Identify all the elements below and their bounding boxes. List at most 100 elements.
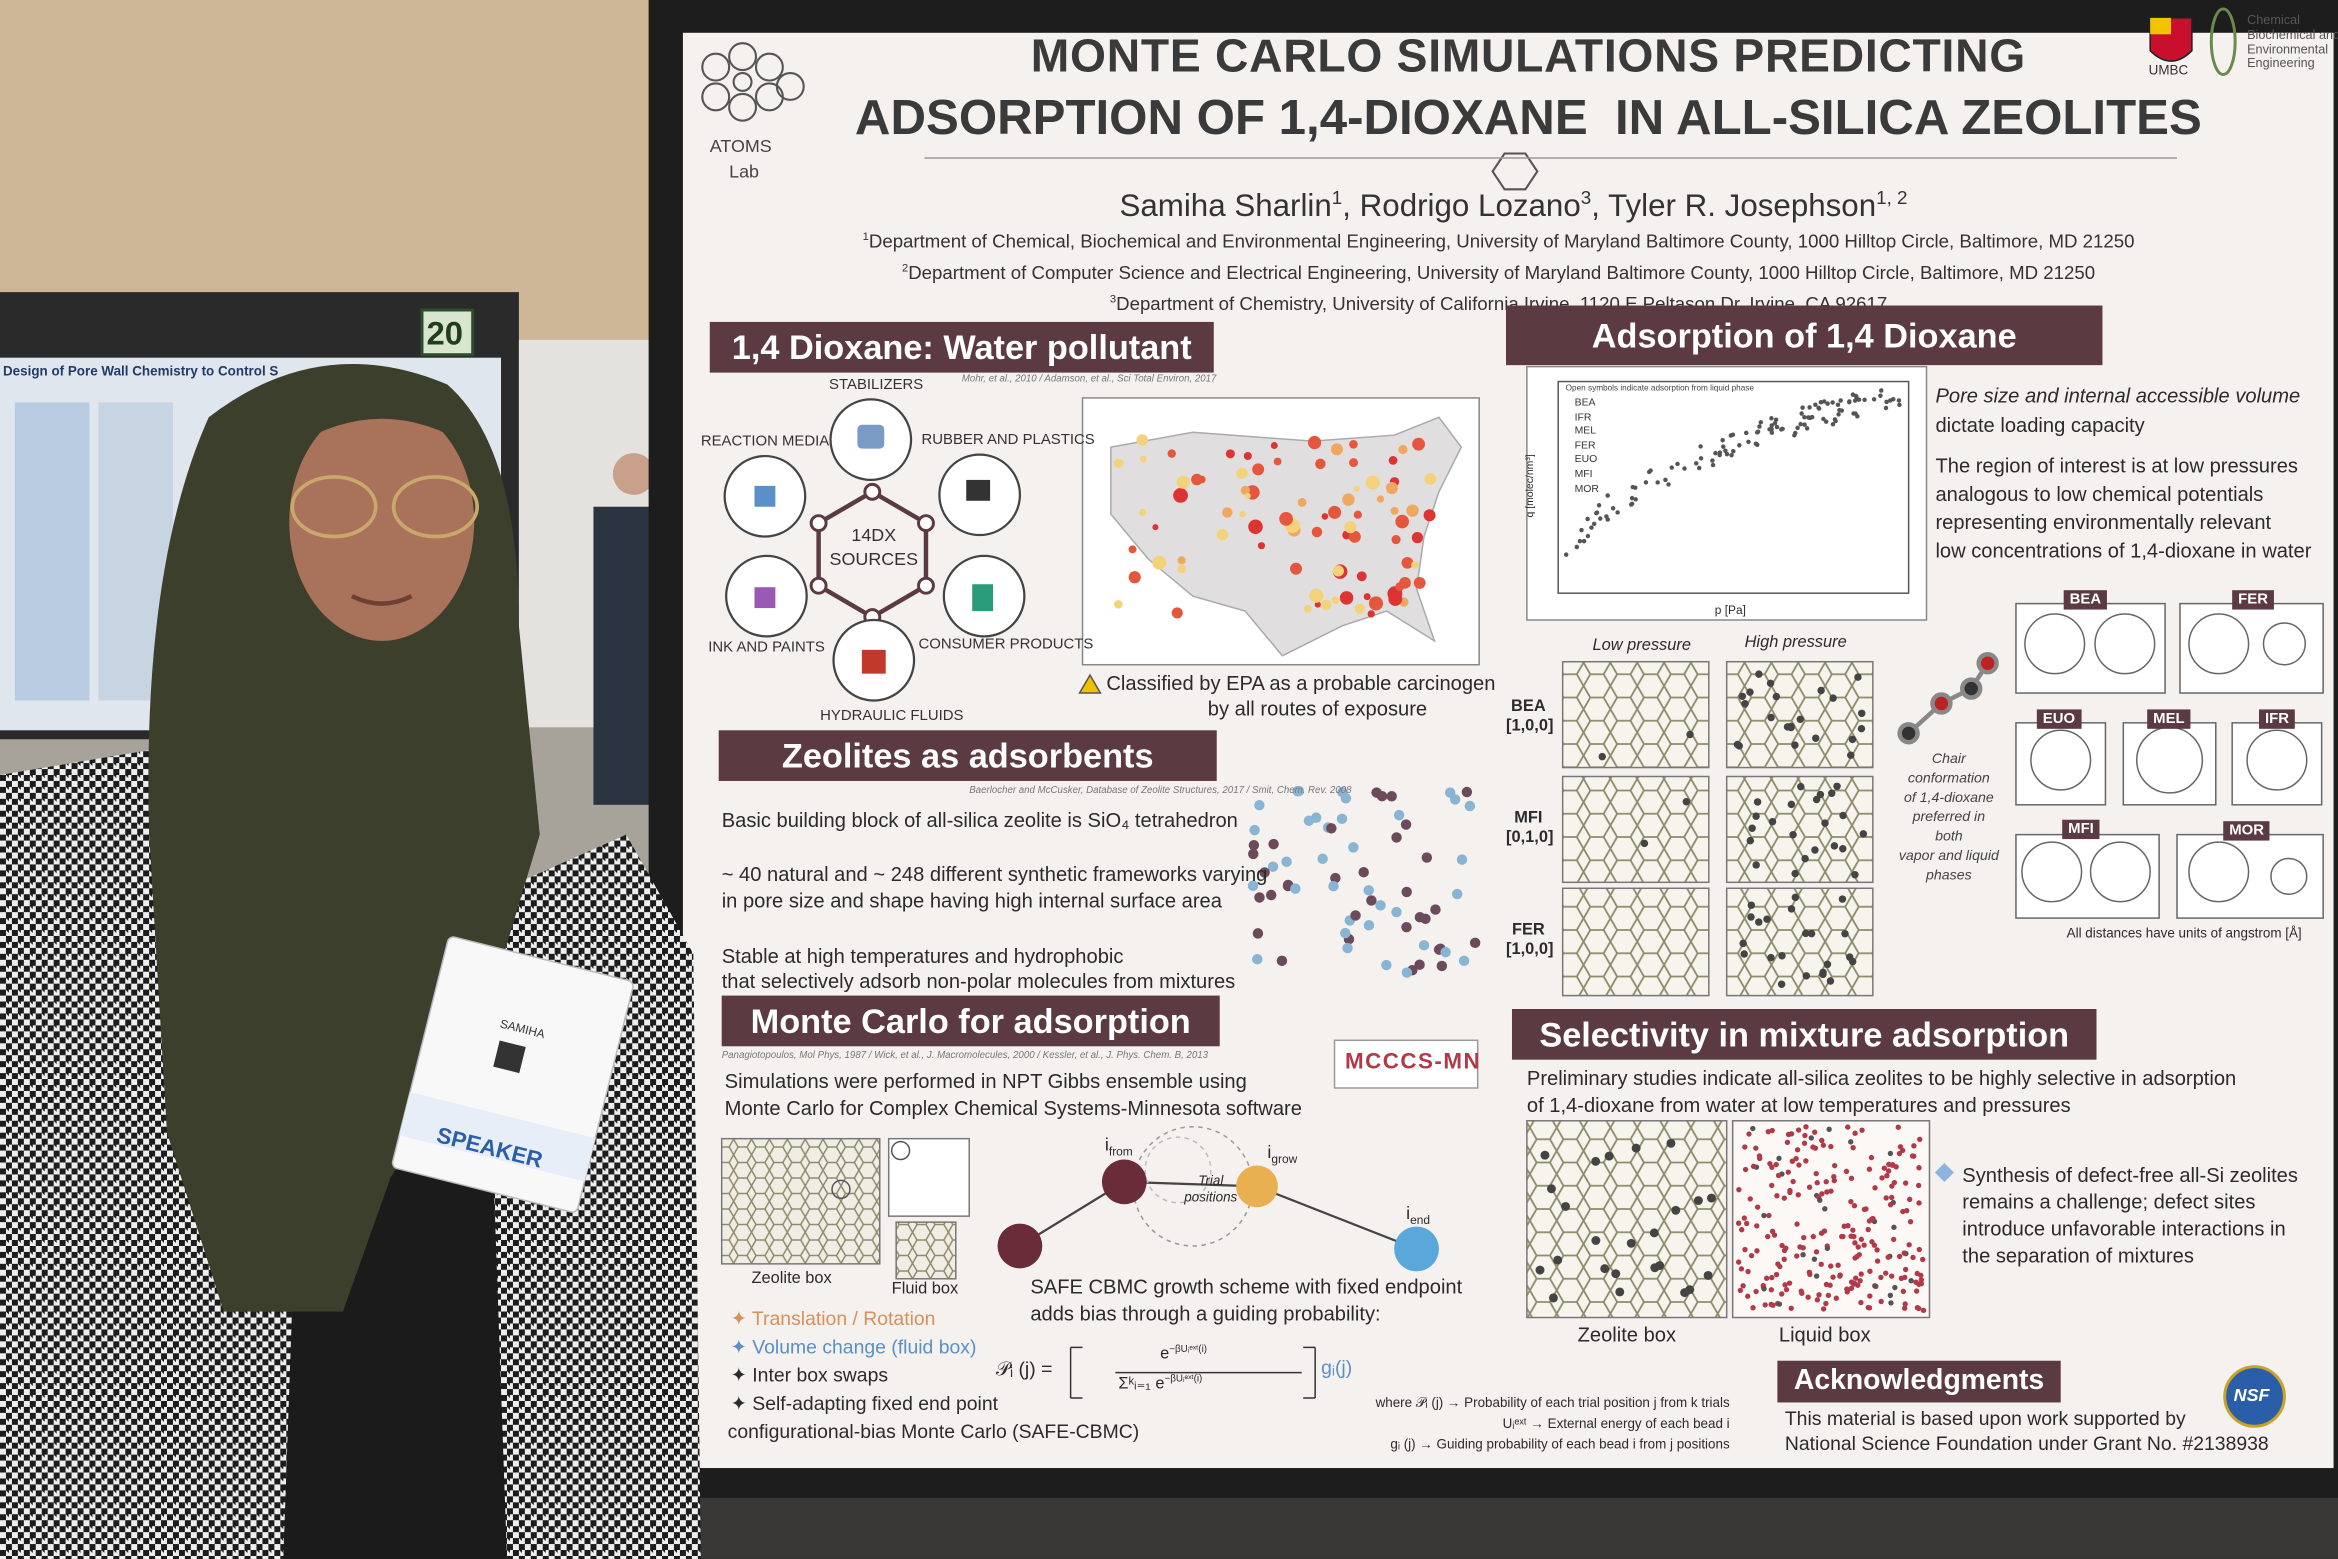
zeolite-molecule <box>1591 1236 1601 1245</box>
zeolite-box-snapshot <box>1526 1120 1728 1319</box>
zeolite-molecule <box>1591 1156 1601 1166</box>
adsorbed-molecule <box>1816 790 1825 799</box>
body-text: adds bias through a guiding probability: <box>1030 1302 1381 1325</box>
node-subscript: end <box>1410 1213 1431 1228</box>
affiliation-mark: 3 <box>1109 292 1117 306</box>
plot-dot <box>1884 399 1889 405</box>
move-item: ✦ Inter box swaps <box>730 1363 889 1387</box>
liquid-molecule <box>1742 1246 1748 1253</box>
map-dot <box>1356 571 1367 582</box>
move-item: ✦ Volume change (fluid box) <box>730 1335 977 1358</box>
body-text: Pore size and internal accessible volume <box>1935 384 2301 407</box>
plot-dot <box>1774 424 1780 430</box>
map-dot <box>1136 434 1148 446</box>
adsorbed-molecule <box>1686 730 1694 739</box>
map-dot <box>1344 521 1357 534</box>
map-dots <box>1113 434 1437 619</box>
body-text: in pore size and shape having high inter… <box>721 889 1222 913</box>
adsorbed-molecule <box>1740 950 1748 958</box>
text-line: introduce unfavorable interactions in <box>1962 1217 2286 1241</box>
liquid-molecule <box>1784 1139 1791 1146</box>
liquid-molecule <box>1918 1272 1924 1278</box>
liquid-molecule <box>1767 1160 1773 1167</box>
plot-dot <box>1581 538 1587 544</box>
map-dot <box>1128 545 1137 554</box>
liquid-molecule <box>1906 1196 1913 1203</box>
map-dot <box>1290 562 1302 575</box>
text-line: Chair <box>1931 751 1966 768</box>
liquid-molecule <box>1737 1287 1744 1294</box>
zeolite-atom <box>1375 900 1386 911</box>
liquid-molecule <box>1817 1197 1823 1203</box>
map-dot <box>1216 529 1229 541</box>
formula-legend: where 𝒫ᵢ (j) → Probability of each trial… <box>1327 1392 1730 1455</box>
liquid-molecule <box>1896 1150 1903 1157</box>
liquid-molecule <box>1913 1279 1919 1285</box>
liquid-molecule <box>1743 1220 1750 1227</box>
source-label: STABILIZERS <box>829 377 924 394</box>
zeolite-atom <box>1247 880 1259 891</box>
liquid-molecule <box>1800 1245 1806 1251</box>
liquid-molecule <box>1738 1266 1745 1272</box>
liquid-molecule <box>1866 1166 1873 1172</box>
plot-dot <box>1769 430 1775 435</box>
move-text: Volume change (fluid box) <box>752 1335 977 1358</box>
liquid-molecule <box>1781 1195 1787 1201</box>
section-heading: Zeolites as adsorbents <box>718 730 1217 781</box>
zeolite-atom <box>1452 888 1463 900</box>
liquid-molecule <box>1820 1142 1827 1148</box>
map-dot <box>1401 556 1414 569</box>
zeolite-atom <box>1290 883 1301 894</box>
text-line: Chemical <box>2247 11 2300 27</box>
zeolite-atom <box>1430 904 1441 915</box>
map-dot <box>1395 514 1410 529</box>
liquid-molecule <box>1835 1262 1841 1268</box>
plot-dot <box>1604 514 1609 519</box>
zeolite-molecule <box>1540 1150 1550 1160</box>
map-dot <box>1244 492 1251 499</box>
zeolite-box-figure <box>720 1137 881 1265</box>
map-dot <box>1128 571 1141 584</box>
liquid-molecule <box>1813 1249 1820 1255</box>
plot-dot <box>1743 430 1749 436</box>
adsorbed-molecule <box>1841 929 1849 938</box>
zeolite-atom <box>1381 959 1392 971</box>
text-line: EUO <box>1574 455 1598 466</box>
liquid-molecule <box>1769 1182 1775 1189</box>
fluid-box-figure <box>887 1137 970 1217</box>
liquid-molecule <box>1908 1278 1914 1284</box>
plot-dot <box>1836 412 1841 417</box>
plot-dot <box>1615 510 1620 515</box>
liquid-molecule <box>1803 1124 1809 1130</box>
liquid-molecule <box>1806 1269 1813 1275</box>
plot-dot <box>1591 521 1597 527</box>
plot-dot <box>1723 448 1728 453</box>
adsorbed-molecule <box>1838 895 1847 903</box>
map-dot <box>1309 588 1324 603</box>
map-dot <box>1311 526 1323 538</box>
map-dot <box>1376 495 1385 503</box>
section-heading: Adsorption of 1,4 Dioxane <box>1506 305 2103 366</box>
zeolite-atom <box>1414 959 1425 970</box>
map-dot <box>1222 507 1233 518</box>
map-dot <box>1177 564 1187 574</box>
adsorbed-molecule <box>1821 819 1829 827</box>
liquid-molecule <box>1779 1242 1785 1249</box>
plot-dot <box>1589 525 1594 530</box>
nsf-logo-text: NSF <box>2233 1384 2270 1406</box>
warning-icon <box>1078 673 1102 694</box>
liquid-molecule <box>1803 1158 1809 1164</box>
body-text: representing environmentally relevant <box>1935 511 2272 534</box>
citation: Mohr, et al., 2010 / Adamson, et al., Sc… <box>961 374 1217 385</box>
figure-label: Liquid box <box>1778 1323 1871 1346</box>
source-label: CONSUMER PRODUCTS <box>918 636 1094 653</box>
adsorbed-molecule <box>1766 679 1775 688</box>
adsorbed-molecule <box>1802 972 1811 980</box>
board-base <box>656 1497 2338 1559</box>
liquid-molecule <box>1900 1288 1907 1295</box>
liquid-molecule <box>1765 1128 1771 1135</box>
liquid-molecule <box>1867 1293 1873 1299</box>
badge-role-band <box>399 1091 596 1182</box>
liquid-molecule <box>1828 1143 1834 1150</box>
zeolite-molecule <box>1548 1293 1558 1303</box>
